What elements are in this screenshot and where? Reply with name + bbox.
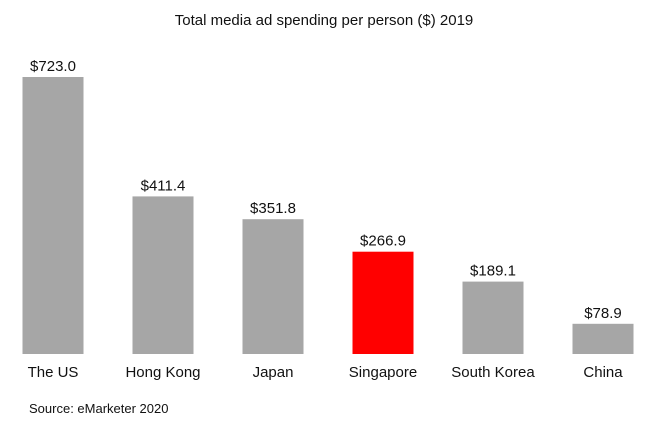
value-label-china: $78.9	[584, 305, 622, 322]
category-label-singapore: Singapore	[349, 364, 417, 381]
category-label-japan: Japan	[253, 364, 294, 381]
value-label-the-us: $723.0	[30, 58, 76, 75]
bar-singapore	[352, 251, 414, 354]
bar-south-korea	[462, 281, 524, 354]
bar-japan	[242, 219, 304, 354]
bars-group	[22, 77, 634, 354]
bar-the-us	[22, 77, 84, 354]
value-label-hong-kong: $411.4	[141, 177, 186, 194]
bar-china	[572, 323, 634, 354]
category-label-the-us: The US	[28, 364, 79, 381]
category-label-hong-kong: Hong Kong	[125, 364, 200, 381]
source-note: Source: eMarketer 2020	[29, 401, 169, 416]
category-label-china: China	[583, 364, 623, 381]
category-label-south-korea: South Korea	[451, 364, 535, 381]
chart-title: Total media ad spending per person ($) 2…	[175, 12, 474, 29]
value-label-south-korea: $189.1	[470, 263, 516, 280]
category-labels-group: The US Hong Kong Japan Singapore South Korea…	[28, 364, 624, 381]
bar-hong-kong	[132, 196, 194, 354]
value-label-japan: $351.8	[250, 200, 296, 217]
value-labels-group: $723.0 $411.4 $351.8 $266.9 $189.1 $78.9	[30, 58, 622, 322]
value-label-singapore: $266.9	[360, 233, 406, 250]
